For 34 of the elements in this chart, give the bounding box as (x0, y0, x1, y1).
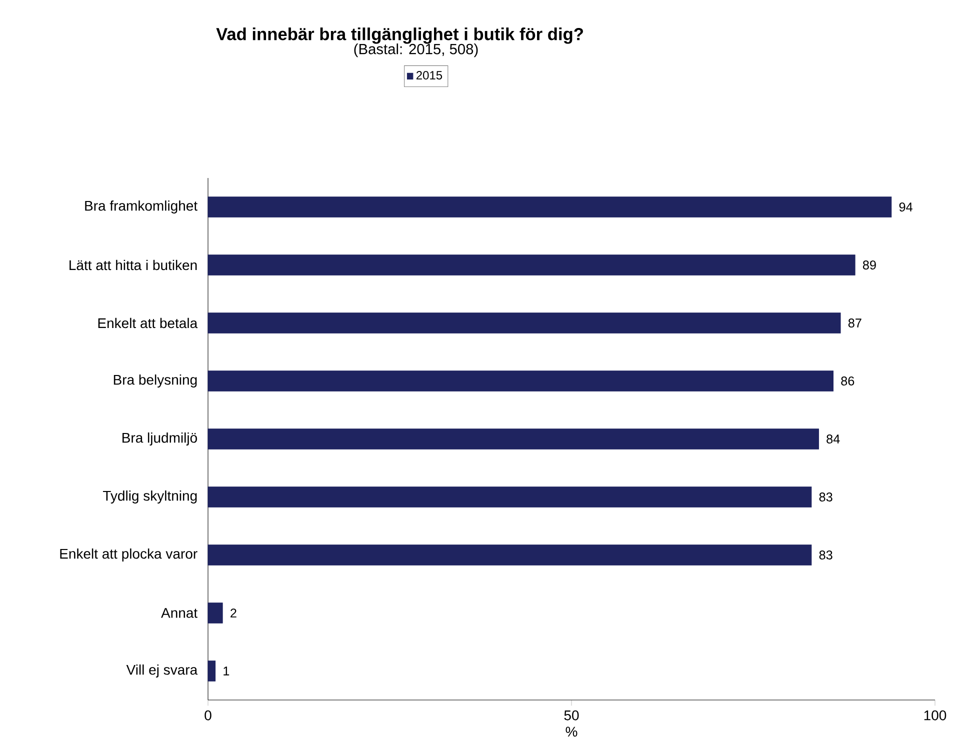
bar (208, 486, 812, 508)
data-label: 1 (224, 666, 230, 676)
data-label: 2 (230, 608, 236, 618)
y-tick-label: Annat (161, 608, 198, 618)
y-tick-label: Bra belysning (114, 374, 197, 388)
bar (208, 428, 819, 450)
y-tick-label: Bra framkomlighet (85, 200, 198, 214)
bar (208, 254, 856, 276)
y-tick-label: Bra ljudmiljö (122, 432, 197, 446)
bar (208, 660, 216, 682)
data-label: 86 (841, 376, 854, 386)
y-tick-label: Enkelt att plocka varor (60, 548, 198, 562)
data-label: 83 (819, 492, 832, 502)
bar (208, 312, 841, 334)
data-label: 87 (848, 318, 862, 328)
x-tick-label: 50 (564, 710, 579, 720)
bar (208, 370, 834, 392)
bar (208, 196, 892, 218)
y-tick-label: Lätt att hitta i butiken (70, 260, 197, 270)
x-tick-label: 100 (924, 710, 946, 720)
data-label: 84 (826, 434, 840, 444)
chart-subtitle: (Bastal: 2015, 508) (354, 43, 478, 58)
x-axis-title: % (566, 726, 578, 737)
data-label: 89 (862, 260, 876, 270)
x-tick-label: 0 (204, 710, 212, 720)
bar (208, 544, 812, 566)
data-label: 83 (819, 550, 832, 560)
legend-label: 2015 (416, 71, 442, 80)
chart-title: Vad innebär bra tillgänglighet i butik för dig? (216, 28, 583, 44)
y-tick-label: Enkelt att betala (98, 318, 198, 328)
data-label: 94 (899, 202, 912, 212)
y-tick-label: Vill ej svara (126, 664, 198, 678)
bar (208, 602, 223, 624)
y-tick-label: Tydlig skyltning (102, 490, 197, 504)
